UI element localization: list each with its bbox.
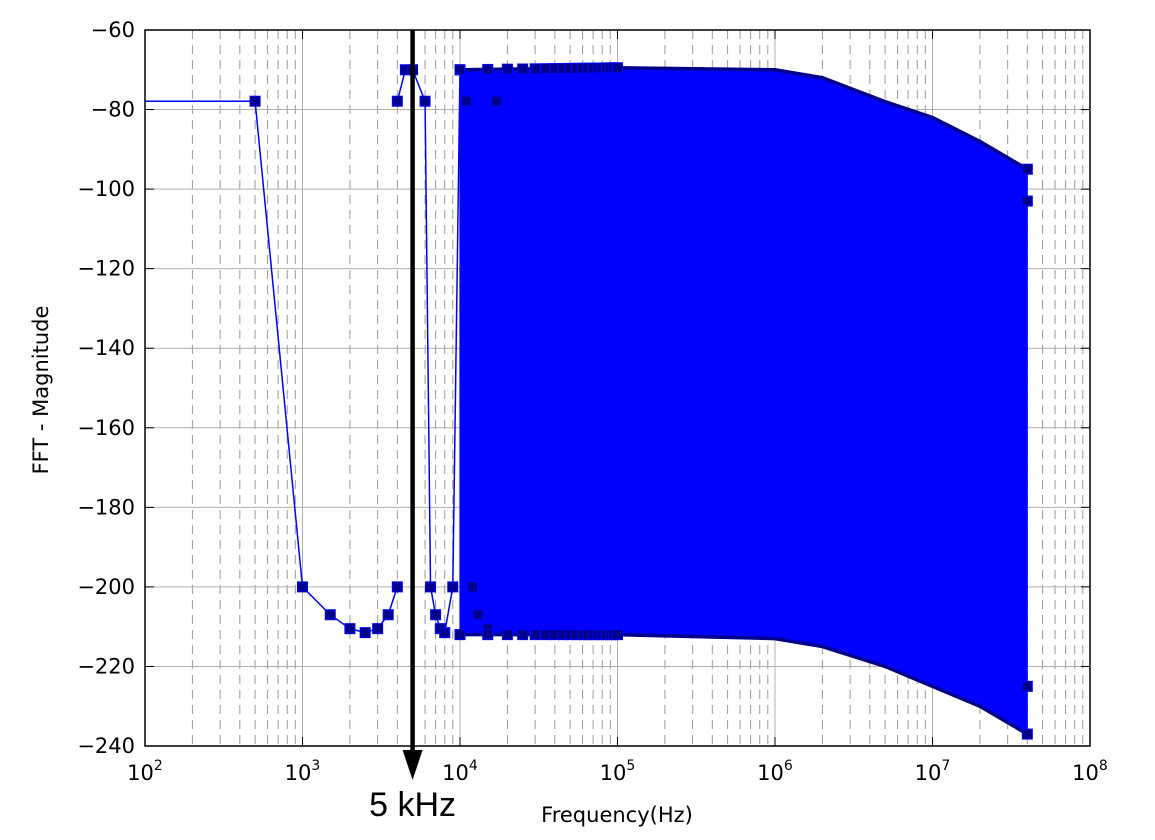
- x-axis-label: Frequency(Hz): [541, 803, 693, 827]
- data-point: [1021, 680, 1033, 692]
- data-point: [540, 629, 552, 641]
- frequency-marker: 5 kHz: [369, 30, 456, 824]
- data-point: [612, 629, 623, 641]
- data-point: [425, 581, 437, 593]
- data-point: [344, 623, 356, 635]
- y-tick-labels: −60 −80 −100 −120 −140 −160 −180 −200 −220 −240: [77, 18, 135, 758]
- data-point: [324, 609, 336, 621]
- x-tick-label: 108: [1072, 758, 1108, 785]
- data-point: [529, 63, 541, 75]
- data-point: [517, 63, 529, 75]
- lower-envelope: [460, 632, 1029, 736]
- data-point: [359, 627, 371, 639]
- data-point: [461, 95, 473, 107]
- data-point: [372, 623, 384, 635]
- data-point: [454, 629, 466, 641]
- data-point: [391, 581, 403, 593]
- data-point: [439, 627, 451, 639]
- data-point: [297, 581, 308, 593]
- data-point: [540, 63, 552, 75]
- data-point: [501, 629, 513, 641]
- data-point: [1021, 195, 1033, 207]
- data-point: [447, 581, 459, 593]
- data-point: [382, 609, 394, 621]
- y-tick-label: −200: [77, 575, 135, 599]
- axis-ticks: [144, 29, 1091, 747]
- x-tick-label: 106: [757, 758, 793, 785]
- y-tick-label: −100: [77, 177, 135, 201]
- data-point: [430, 609, 442, 621]
- data-point: [454, 64, 466, 76]
- x-tick-label: 107: [915, 758, 951, 785]
- y-axis-label: FFT - Magnitude: [29, 306, 53, 475]
- data-point: [612, 62, 623, 74]
- x-tick-label: 103: [285, 758, 321, 785]
- data-point: [529, 629, 541, 641]
- data-point: [249, 95, 261, 107]
- data-point: [482, 629, 494, 641]
- y-tick-label: −120: [77, 257, 135, 281]
- data-point: [501, 63, 513, 75]
- y-tick-label: −240: [77, 734, 135, 758]
- data-point: [490, 95, 502, 107]
- y-tick-label: −140: [77, 336, 135, 360]
- data-series: [145, 66, 1029, 736]
- y-tick-label: −60: [91, 18, 135, 42]
- x-tick-label: 102: [127, 758, 163, 785]
- data-point: [1021, 163, 1033, 175]
- marker-arrow-label: 5 kHz: [369, 786, 456, 824]
- data-point: [472, 609, 484, 621]
- data-markers: [249, 62, 1033, 740]
- x-tick-label: 105: [600, 758, 636, 785]
- y-tick-label: −160: [77, 416, 135, 440]
- data-point: [1021, 728, 1033, 740]
- data-point: [391, 95, 403, 107]
- x-tick-label: 104: [442, 758, 478, 785]
- upper-envelope: [459, 66, 1029, 171]
- y-tick-label: −80: [91, 98, 135, 122]
- data-point: [466, 581, 478, 593]
- data-point: [517, 629, 529, 641]
- data-point: [419, 95, 431, 107]
- marker-arrow-head: [402, 750, 423, 780]
- x-tick-labels: 102 103 104 105 106 107 108: [127, 758, 1108, 785]
- y-tick-label: −180: [77, 495, 135, 519]
- tone-trace: [396, 69, 509, 635]
- y-tick-label: −220: [77, 654, 135, 678]
- data-point: [482, 63, 494, 75]
